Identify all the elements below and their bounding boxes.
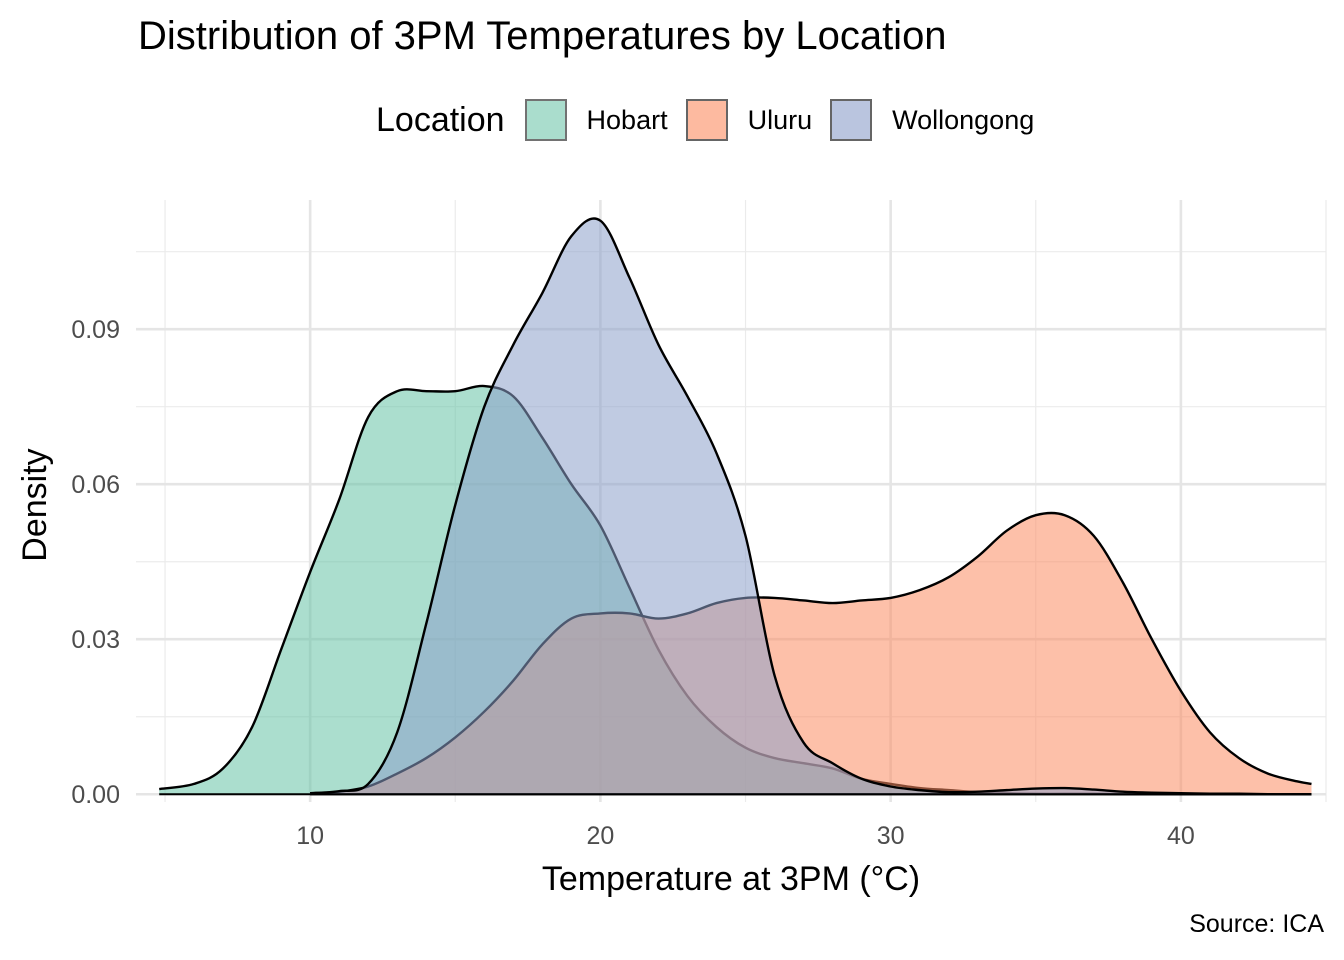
caption: Source: ICA <box>1189 910 1324 938</box>
density-area-wollongong <box>310 218 1312 795</box>
density-line-wollongong <box>310 217 1312 796</box>
x-tick-label: 20 <box>586 822 614 850</box>
chart-title: Distribution of 3PM Temperatures by Loca… <box>138 14 947 58</box>
y-axis-label: Density <box>16 448 54 561</box>
y-tick-label: 0.00 <box>71 781 120 809</box>
legend-swatch-uluru <box>685 99 728 141</box>
legend-label-wollongong: Wollongong <box>892 104 1035 135</box>
density-areas <box>159 217 1312 796</box>
legend-swatch-wollongong <box>830 99 873 141</box>
x-axis-label: Temperature at 3PM (°C) <box>542 860 920 898</box>
legend-label-hobart: Hobart <box>586 104 668 135</box>
legend-item-hobart: Hobart <box>524 99 668 141</box>
legend: Location Hobart Uluru Wollongong <box>376 96 1052 144</box>
axis-ticks: 10 20 30 40 0.00 0.03 0.06 0.09 <box>71 316 1194 850</box>
legend-swatch-hobart <box>524 99 567 141</box>
legend-label-uluru: Uluru <box>747 104 813 135</box>
x-tick-label: 10 <box>296 822 324 850</box>
legend-item-uluru: Uluru <box>685 99 813 141</box>
y-tick-label: 0.06 <box>71 471 120 499</box>
legend-item-wollongong: Wollongong <box>830 99 1034 141</box>
y-tick-label: 0.03 <box>71 626 120 654</box>
legend-title: Location <box>376 100 505 139</box>
x-tick-label: 30 <box>877 822 905 850</box>
x-tick-label: 40 <box>1167 822 1195 850</box>
y-tick-label: 0.09 <box>71 316 120 344</box>
